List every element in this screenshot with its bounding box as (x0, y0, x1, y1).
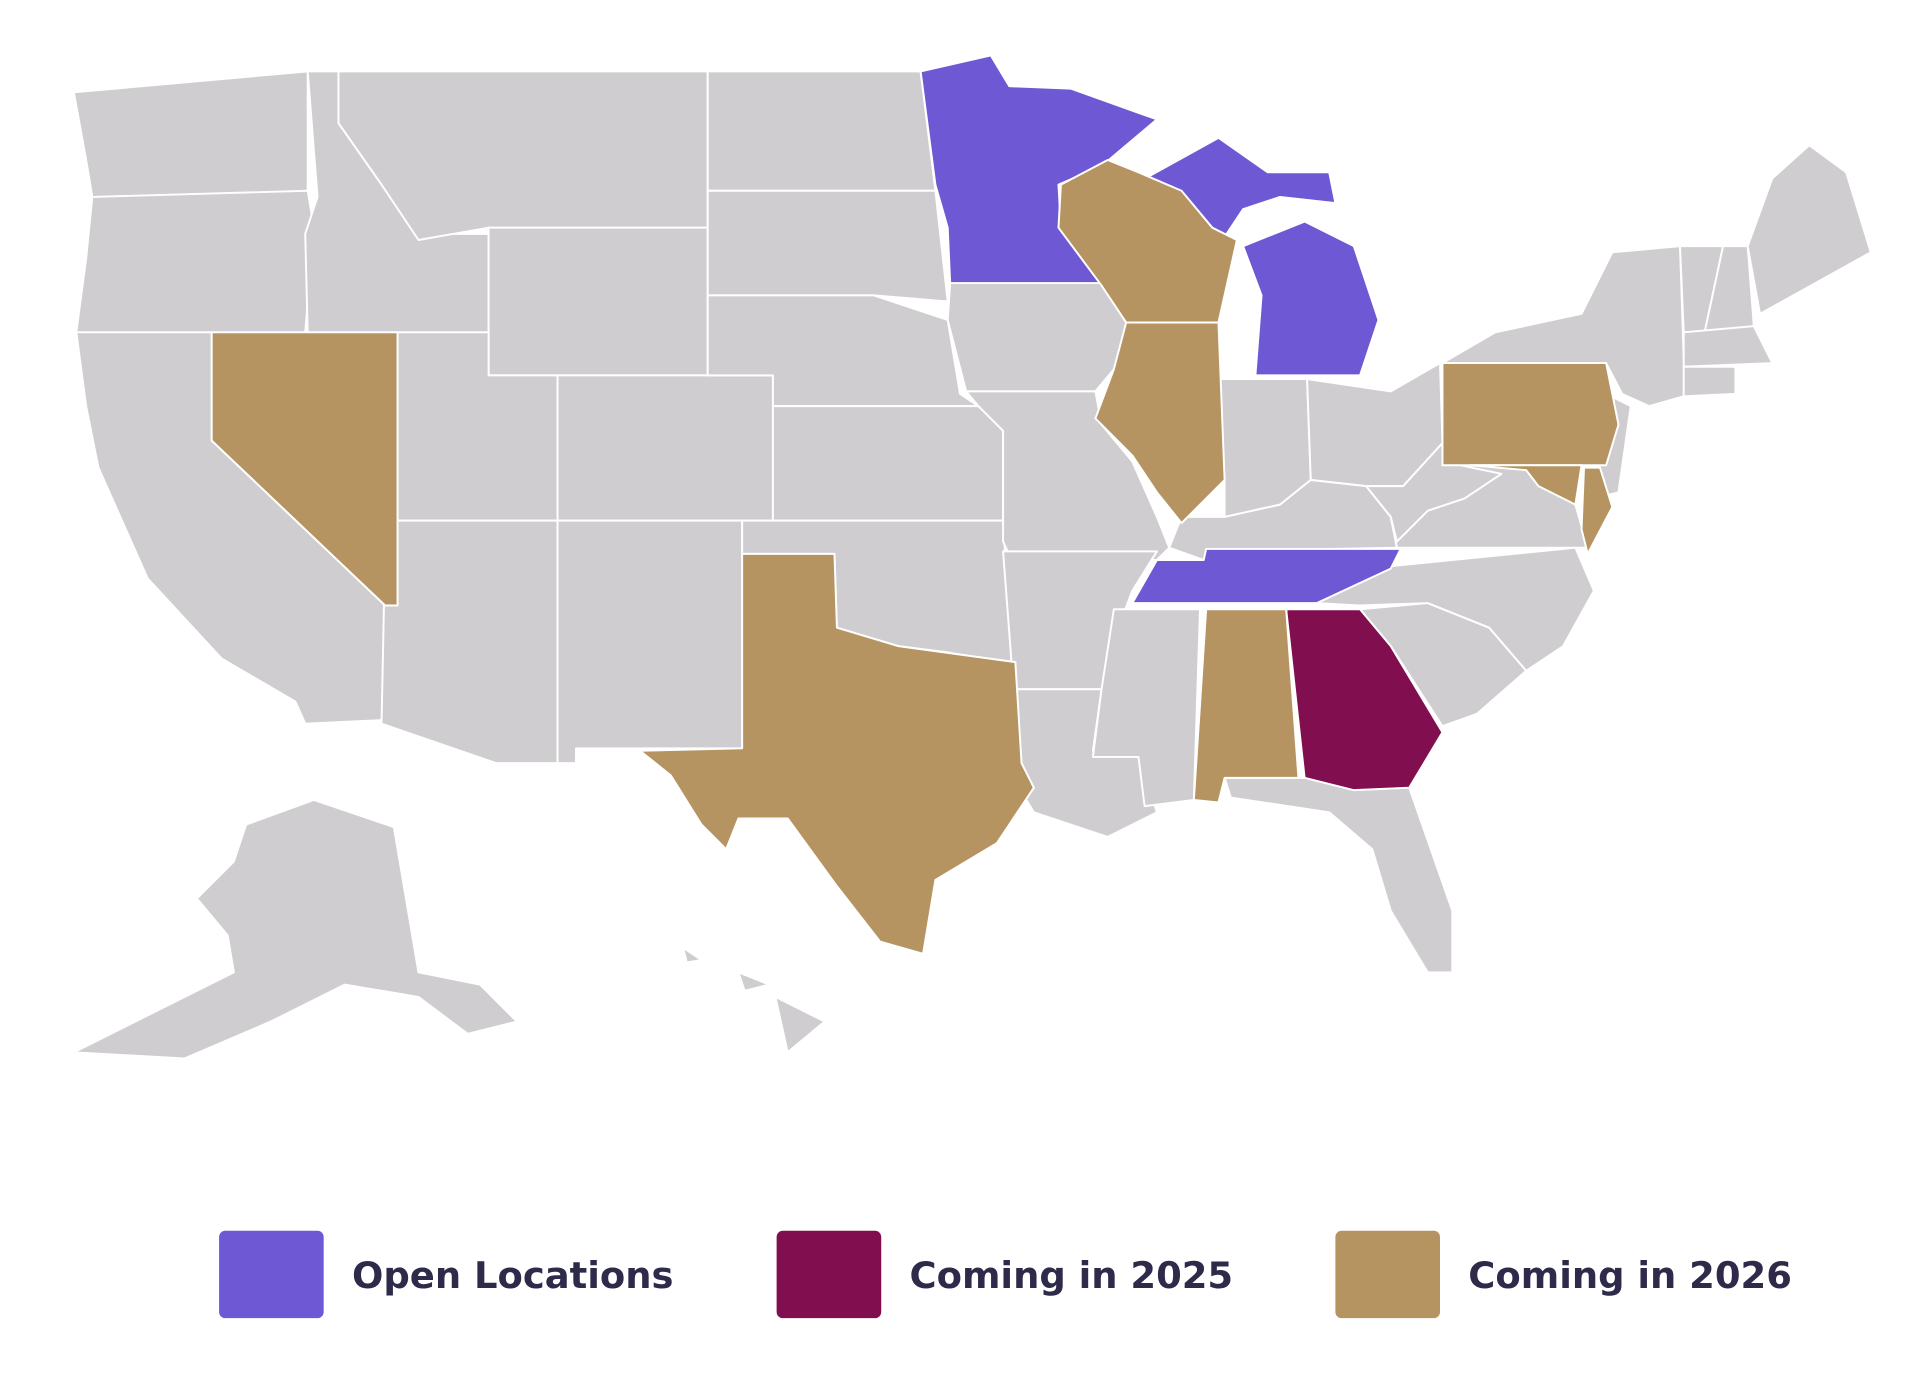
legend-label: Coming in 2025 (910, 1254, 1234, 1297)
state (774, 995, 826, 1054)
state (1682, 365, 1737, 398)
state (556, 519, 744, 765)
state (1057, 159, 1238, 324)
state (1469, 464, 1583, 506)
state (771, 405, 1005, 522)
state (1285, 608, 1444, 792)
state (72, 70, 309, 198)
state (919, 54, 1158, 285)
state (210, 331, 399, 607)
state (639, 552, 1035, 955)
state (380, 519, 559, 765)
state (1091, 608, 1201, 808)
legend-swatch (776, 1230, 882, 1319)
state (706, 70, 937, 192)
legend-label: Coming in 2026 (1468, 1254, 1792, 1297)
state (75, 189, 315, 334)
state (1315, 546, 1595, 672)
legend-swatch (219, 1230, 324, 1319)
legend-label: Open Locations (352, 1254, 673, 1297)
state (72, 799, 518, 1060)
state (556, 374, 774, 522)
state (1094, 321, 1226, 525)
state (946, 282, 1134, 393)
state (706, 189, 949, 303)
states (72, 54, 1872, 1060)
state (1131, 547, 1402, 605)
state (1682, 325, 1774, 368)
state (1580, 466, 1614, 555)
state (1365, 442, 1503, 543)
state (682, 946, 703, 964)
state (737, 971, 771, 992)
state (1192, 608, 1300, 804)
legend-swatch (1335, 1230, 1440, 1319)
state (487, 226, 709, 377)
legend: Open Locations Coming in 2025 Coming in 20… (219, 1230, 1792, 1319)
state (1441, 362, 1620, 467)
state (1223, 776, 1454, 974)
state (1746, 144, 1872, 315)
state (1242, 220, 1380, 377)
